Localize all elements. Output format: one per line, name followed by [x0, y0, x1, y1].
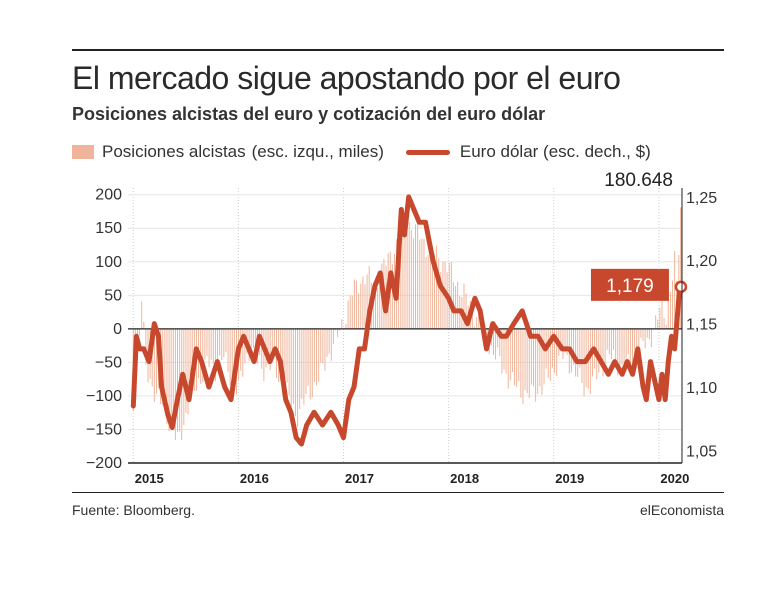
right-tick-label: 1,20: [686, 253, 717, 270]
chart-annotations: 180.648 1,179: [590, 170, 673, 301]
chart-axes: 2015 2016 2017 2018 2019 2020 −200 −150 −100 −50 0…: [86, 187, 717, 486]
left-tick-label: 200: [95, 187, 122, 204]
x-tick-label: 2017: [345, 471, 374, 486]
legend-bars-note: (esc. izqu., miles): [251, 142, 384, 161]
line-end-marker: [674, 280, 688, 294]
right-tick-label: 1,05: [686, 443, 717, 460]
right-tick-label: 1,25: [686, 190, 717, 207]
legend-line-label: Euro dólar (esc. dech., $): [459, 142, 651, 161]
bar-last-value-label: 180.648: [604, 170, 673, 191]
right-tick-label: 1,15: [686, 317, 717, 334]
eurusd-line: [130, 194, 684, 447]
right-tick-label: 1,10: [686, 380, 717, 397]
x-tick-label: 2015: [135, 471, 164, 486]
source-note: Fuente: Bloomberg.: [72, 502, 195, 518]
chart-subtitle: Posiciones alcistas del euro y cotizació…: [72, 104, 546, 124]
bottom-rule: [72, 492, 724, 493]
left-tick-label: −150: [86, 421, 122, 438]
left-tick-label: 50: [104, 287, 122, 304]
chart-title: El mercado sigue apostando por el euro: [72, 60, 621, 96]
bar-series: [132, 207, 682, 441]
brand-label: elEconomista: [639, 502, 724, 518]
x-tick-label: 2020: [660, 471, 689, 486]
line-callout-box: [590, 268, 669, 301]
line-series: [130, 194, 688, 447]
left-tick-label: −100: [86, 388, 122, 405]
x-tick-label: 2018: [450, 471, 479, 486]
left-tick-label: 150: [95, 220, 122, 237]
legend-bars-label: Posiciones alcistas: [102, 142, 246, 161]
left-tick-label: 0: [113, 321, 122, 338]
left-tick-label: −200: [86, 455, 122, 472]
legend-bars-swatch: [72, 145, 94, 159]
legend-line-swatch: [405, 149, 450, 155]
line-last-value-label: 1,179: [606, 276, 654, 297]
left-tick-label: 100: [95, 254, 122, 271]
top-rule: [72, 49, 724, 51]
left-tick-label: −50: [95, 354, 122, 371]
legend: Posiciones alcistas (esc. izqu., miles) …: [72, 142, 657, 162]
x-tick-label: 2016: [240, 471, 269, 486]
x-tick-label: 2019: [555, 471, 584, 486]
